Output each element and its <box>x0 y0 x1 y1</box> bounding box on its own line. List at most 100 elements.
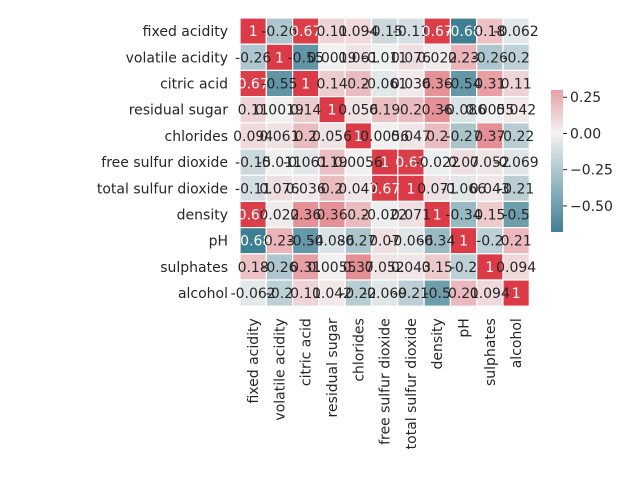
cell-value: 0.042 <box>496 103 536 119</box>
cell-value: -0.21 <box>393 286 429 302</box>
cell-value: 0.036 <box>391 77 431 93</box>
cell-value: 1 <box>380 155 389 171</box>
colorbar-gradient <box>551 90 563 232</box>
cell-value: -0.26 <box>235 50 271 66</box>
cell-value: 0.094 <box>233 129 273 145</box>
heatmap-cell <box>423 174 452 202</box>
cell-value: -0.22 <box>340 286 376 302</box>
colorbar-tick-label: 0.25 <box>570 90 601 106</box>
cell-value: -0.68 <box>235 234 271 250</box>
cell-value: -0.21 <box>498 181 534 197</box>
cell-annotations: 1 -0.260.670.110.094-0.15-0.110.67-0.680.… <box>231 24 539 302</box>
cell-value: -0.5 <box>424 286 451 302</box>
cell-value: 1 <box>249 24 258 40</box>
heatmap-cell <box>239 122 267 150</box>
cell-value: -0.061 <box>283 155 328 171</box>
heatmap-cell <box>265 122 294 150</box>
heatmap-cell <box>397 122 425 150</box>
y-tick-label: density <box>177 208 228 224</box>
cell-value: 0.18 <box>474 24 505 40</box>
y-tick-label: chlorides <box>165 129 228 145</box>
cell-value: 0.36 <box>422 103 453 119</box>
cell-value: -0.069 <box>362 286 407 302</box>
y-tick-label: citric acid <box>160 77 228 93</box>
y-tick-label: volatile acidity <box>126 50 228 66</box>
cell-value: 1 <box>512 286 521 302</box>
cell-value: -0.34 <box>419 234 455 250</box>
cell-value: 0.076 <box>259 181 299 197</box>
y-tick-label: total sulfur dioxide <box>97 181 228 197</box>
heatmap-cell <box>292 174 320 202</box>
heatmap-cell <box>502 148 530 176</box>
heatmap-cell <box>502 200 530 229</box>
heatmap-cell <box>318 253 346 281</box>
cell-value: 0.056 <box>312 129 352 145</box>
cell-value: 0.094 <box>496 260 536 276</box>
cell-value: -0.086 <box>441 103 486 119</box>
cell-value: -0.26 <box>261 260 297 276</box>
cell-value: 0.37 <box>474 129 505 145</box>
cell-value: 0.21 <box>501 234 532 250</box>
heatmap-cell <box>292 227 320 255</box>
cell-value: -0.27 <box>340 234 376 250</box>
cell-value: -0.062 <box>494 24 539 40</box>
heatmap-cell <box>502 122 530 150</box>
heatmap-cell <box>397 174 425 202</box>
heatmap-cell <box>476 227 504 255</box>
heatmap-cell <box>397 69 425 98</box>
cell-value: 0.14 <box>316 77 347 93</box>
cell-value: 0.094 <box>470 286 510 302</box>
heatmap-cell <box>449 43 478 72</box>
heatmap-cell <box>265 174 294 202</box>
x-tick-label: fixed acidity <box>246 318 262 403</box>
heatmap-cell <box>239 148 267 176</box>
x-tick-label: free sulfur dioxide <box>378 318 394 445</box>
cell-value: 0.052 <box>470 155 510 171</box>
cell-value: -0.11 <box>235 181 271 197</box>
cell-value: 0.0055 <box>465 103 514 119</box>
y-tick-label: fixed acidity <box>143 24 228 40</box>
cell-value: 1 <box>433 208 442 224</box>
heatmap-cell <box>502 279 530 307</box>
heatmap-cell <box>370 43 399 72</box>
heatmap-cell <box>502 17 530 45</box>
heatmap-cell <box>239 69 267 98</box>
x-tick-label: citric acid <box>299 318 315 386</box>
cell-value: 0.0019 <box>255 103 304 119</box>
heatmap-cell <box>449 69 478 98</box>
cell-value: -0.54 <box>288 234 324 250</box>
cell-value: 0.36 <box>316 208 347 224</box>
cell-value: -0.069 <box>494 155 539 171</box>
heatmap-cell <box>449 148 478 176</box>
cell-value: -0.34 <box>445 208 481 224</box>
cell-value: -0.26 <box>261 24 297 40</box>
cell-value: 0.2 <box>321 181 343 197</box>
x-tick-label: alcohol <box>509 318 525 368</box>
heatmap-cell <box>476 122 504 150</box>
cell-value: -0.011 <box>362 50 407 66</box>
cell-value: 0.23 <box>448 50 479 66</box>
heatmap-cell <box>423 227 452 255</box>
cell-value: -0.2 <box>502 50 529 66</box>
cell-value: 0.31 <box>290 260 321 276</box>
cell-value: 0.022 <box>417 50 457 66</box>
heatmap-cell <box>502 174 530 202</box>
cell-value: 0.36 <box>422 77 453 93</box>
heatmap-cell <box>239 227 267 255</box>
heatmap-cell <box>265 279 294 307</box>
heatmap-cell <box>344 69 373 98</box>
cell-value: 0.043 <box>470 181 510 197</box>
heatmap-cell <box>239 43 267 72</box>
heatmap-cell <box>239 200 267 229</box>
cell-value: 0.67 <box>238 77 269 93</box>
heatmap-cell <box>292 95 320 124</box>
cell-value: 0.2 <box>400 103 422 119</box>
cell-value: 0.18 <box>238 260 269 276</box>
cell-value: -0.2 <box>476 234 503 250</box>
heatmap-cell <box>423 279 452 307</box>
colorbar-tick-label: −0.50 <box>570 199 613 215</box>
cell-value: 0.052 <box>365 260 405 276</box>
cell-value: 1 <box>275 50 284 66</box>
x-tick-label: volatile acidity <box>272 318 288 420</box>
